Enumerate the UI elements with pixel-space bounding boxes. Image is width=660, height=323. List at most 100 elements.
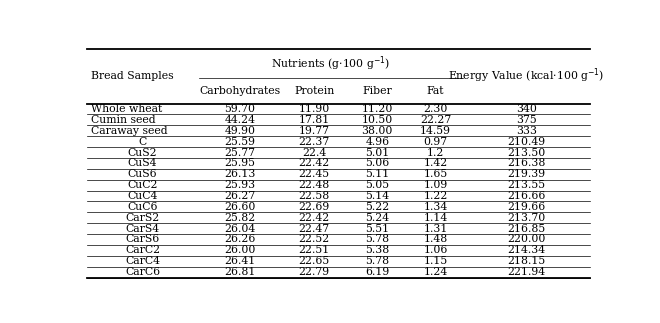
Text: 1.31: 1.31 bbox=[423, 224, 447, 234]
Text: 5.24: 5.24 bbox=[365, 213, 389, 223]
Text: 5.01: 5.01 bbox=[365, 148, 389, 158]
Text: CarS4: CarS4 bbox=[125, 224, 160, 234]
Text: 26.13: 26.13 bbox=[224, 169, 256, 179]
Text: 4.96: 4.96 bbox=[365, 137, 389, 147]
Text: 5.11: 5.11 bbox=[365, 169, 389, 179]
Text: 22.48: 22.48 bbox=[298, 180, 329, 190]
Text: Protein: Protein bbox=[294, 86, 334, 96]
Text: 213.70: 213.70 bbox=[508, 213, 545, 223]
Text: CarC4: CarC4 bbox=[125, 256, 160, 266]
Text: 26.41: 26.41 bbox=[224, 256, 255, 266]
Text: 5.51: 5.51 bbox=[365, 224, 389, 234]
Text: 1.48: 1.48 bbox=[423, 234, 447, 245]
Text: 1.15: 1.15 bbox=[423, 256, 447, 266]
Text: 14.59: 14.59 bbox=[420, 126, 451, 136]
Text: 25.95: 25.95 bbox=[224, 158, 255, 168]
Text: 1.24: 1.24 bbox=[423, 267, 447, 277]
Text: 5.22: 5.22 bbox=[365, 202, 389, 212]
Text: 216.66: 216.66 bbox=[507, 191, 546, 201]
Text: 22.58: 22.58 bbox=[298, 191, 329, 201]
Text: 44.24: 44.24 bbox=[224, 115, 255, 125]
Text: 10.50: 10.50 bbox=[362, 115, 393, 125]
Text: Nutrients (g$\cdot$100 g$^{-1}$): Nutrients (g$\cdot$100 g$^{-1}$) bbox=[271, 54, 390, 73]
Text: 5.14: 5.14 bbox=[365, 191, 389, 201]
Text: CuC4: CuC4 bbox=[127, 191, 158, 201]
Text: CarC2: CarC2 bbox=[125, 245, 160, 255]
Text: 22.4: 22.4 bbox=[302, 148, 326, 158]
Text: 22.69: 22.69 bbox=[298, 202, 329, 212]
Text: 26.04: 26.04 bbox=[224, 224, 255, 234]
Text: 26.27: 26.27 bbox=[224, 191, 255, 201]
Text: 5.78: 5.78 bbox=[365, 234, 389, 245]
Text: 213.55: 213.55 bbox=[508, 180, 545, 190]
Text: 2.30: 2.30 bbox=[423, 104, 447, 114]
Text: CuS6: CuS6 bbox=[128, 169, 157, 179]
Text: Bread Samples: Bread Samples bbox=[91, 71, 174, 81]
Text: Whole wheat: Whole wheat bbox=[91, 104, 162, 114]
Text: 218.15: 218.15 bbox=[508, 256, 545, 266]
Text: 375: 375 bbox=[516, 115, 537, 125]
Text: 11.20: 11.20 bbox=[362, 104, 393, 114]
Text: 1.06: 1.06 bbox=[423, 245, 447, 255]
Text: CarS6: CarS6 bbox=[125, 234, 160, 245]
Text: 219.39: 219.39 bbox=[508, 169, 545, 179]
Text: 214.34: 214.34 bbox=[508, 245, 545, 255]
Text: CuC6: CuC6 bbox=[127, 202, 158, 212]
Text: 11.90: 11.90 bbox=[298, 104, 329, 114]
Text: 22.27: 22.27 bbox=[420, 115, 451, 125]
Text: 22.65: 22.65 bbox=[298, 256, 329, 266]
Text: Cumin seed: Cumin seed bbox=[91, 115, 156, 125]
Text: 25.93: 25.93 bbox=[224, 180, 255, 190]
Text: 26.60: 26.60 bbox=[224, 202, 256, 212]
Text: 49.90: 49.90 bbox=[224, 126, 255, 136]
Text: CarC6: CarC6 bbox=[125, 267, 160, 277]
Text: Fiber: Fiber bbox=[362, 86, 392, 96]
Text: 220.00: 220.00 bbox=[507, 234, 546, 245]
Text: 1.42: 1.42 bbox=[423, 158, 447, 168]
Text: 219.66: 219.66 bbox=[508, 202, 545, 212]
Text: Fat: Fat bbox=[427, 86, 444, 96]
Text: 22.42: 22.42 bbox=[298, 213, 329, 223]
Text: CarS2: CarS2 bbox=[125, 213, 160, 223]
Text: 5.78: 5.78 bbox=[365, 256, 389, 266]
Text: 19.77: 19.77 bbox=[298, 126, 329, 136]
Text: 22.52: 22.52 bbox=[298, 234, 329, 245]
Text: 1.14: 1.14 bbox=[423, 213, 447, 223]
Text: 1.2: 1.2 bbox=[427, 148, 444, 158]
Text: 1.65: 1.65 bbox=[423, 169, 447, 179]
Text: 26.81: 26.81 bbox=[224, 267, 256, 277]
Text: CuS2: CuS2 bbox=[128, 148, 157, 158]
Text: 221.94: 221.94 bbox=[508, 267, 545, 277]
Text: 25.77: 25.77 bbox=[224, 148, 255, 158]
Text: Caraway seed: Caraway seed bbox=[91, 126, 168, 136]
Text: 216.85: 216.85 bbox=[508, 224, 545, 234]
Text: 22.79: 22.79 bbox=[298, 267, 329, 277]
Text: 22.47: 22.47 bbox=[298, 224, 329, 234]
Text: 25.82: 25.82 bbox=[224, 213, 255, 223]
Text: 26.00: 26.00 bbox=[224, 245, 256, 255]
Text: 25.59: 25.59 bbox=[224, 137, 255, 147]
Text: 1.34: 1.34 bbox=[423, 202, 447, 212]
Text: Energy Value (kcal$\cdot$100 g$^{-1}$): Energy Value (kcal$\cdot$100 g$^{-1}$) bbox=[448, 67, 605, 86]
Text: 333: 333 bbox=[516, 126, 537, 136]
Text: 22.45: 22.45 bbox=[298, 169, 329, 179]
Text: 26.26: 26.26 bbox=[224, 234, 256, 245]
Text: 38.00: 38.00 bbox=[362, 126, 393, 136]
Text: 22.42: 22.42 bbox=[298, 158, 329, 168]
Text: 210.49: 210.49 bbox=[508, 137, 545, 147]
Text: 213.50: 213.50 bbox=[508, 148, 545, 158]
Text: Carbohydrates: Carbohydrates bbox=[199, 86, 280, 96]
Text: CuS4: CuS4 bbox=[128, 158, 157, 168]
Text: CuC2: CuC2 bbox=[127, 180, 158, 190]
Text: 5.38: 5.38 bbox=[365, 245, 389, 255]
Text: 5.06: 5.06 bbox=[365, 158, 389, 168]
Text: 5.05: 5.05 bbox=[365, 180, 389, 190]
Text: 1.09: 1.09 bbox=[423, 180, 447, 190]
Text: 22.51: 22.51 bbox=[298, 245, 329, 255]
Text: C: C bbox=[139, 137, 147, 147]
Text: 22.37: 22.37 bbox=[298, 137, 329, 147]
Text: 0.97: 0.97 bbox=[424, 137, 447, 147]
Text: 1.22: 1.22 bbox=[423, 191, 447, 201]
Text: 17.81: 17.81 bbox=[298, 115, 329, 125]
Text: 340: 340 bbox=[516, 104, 537, 114]
